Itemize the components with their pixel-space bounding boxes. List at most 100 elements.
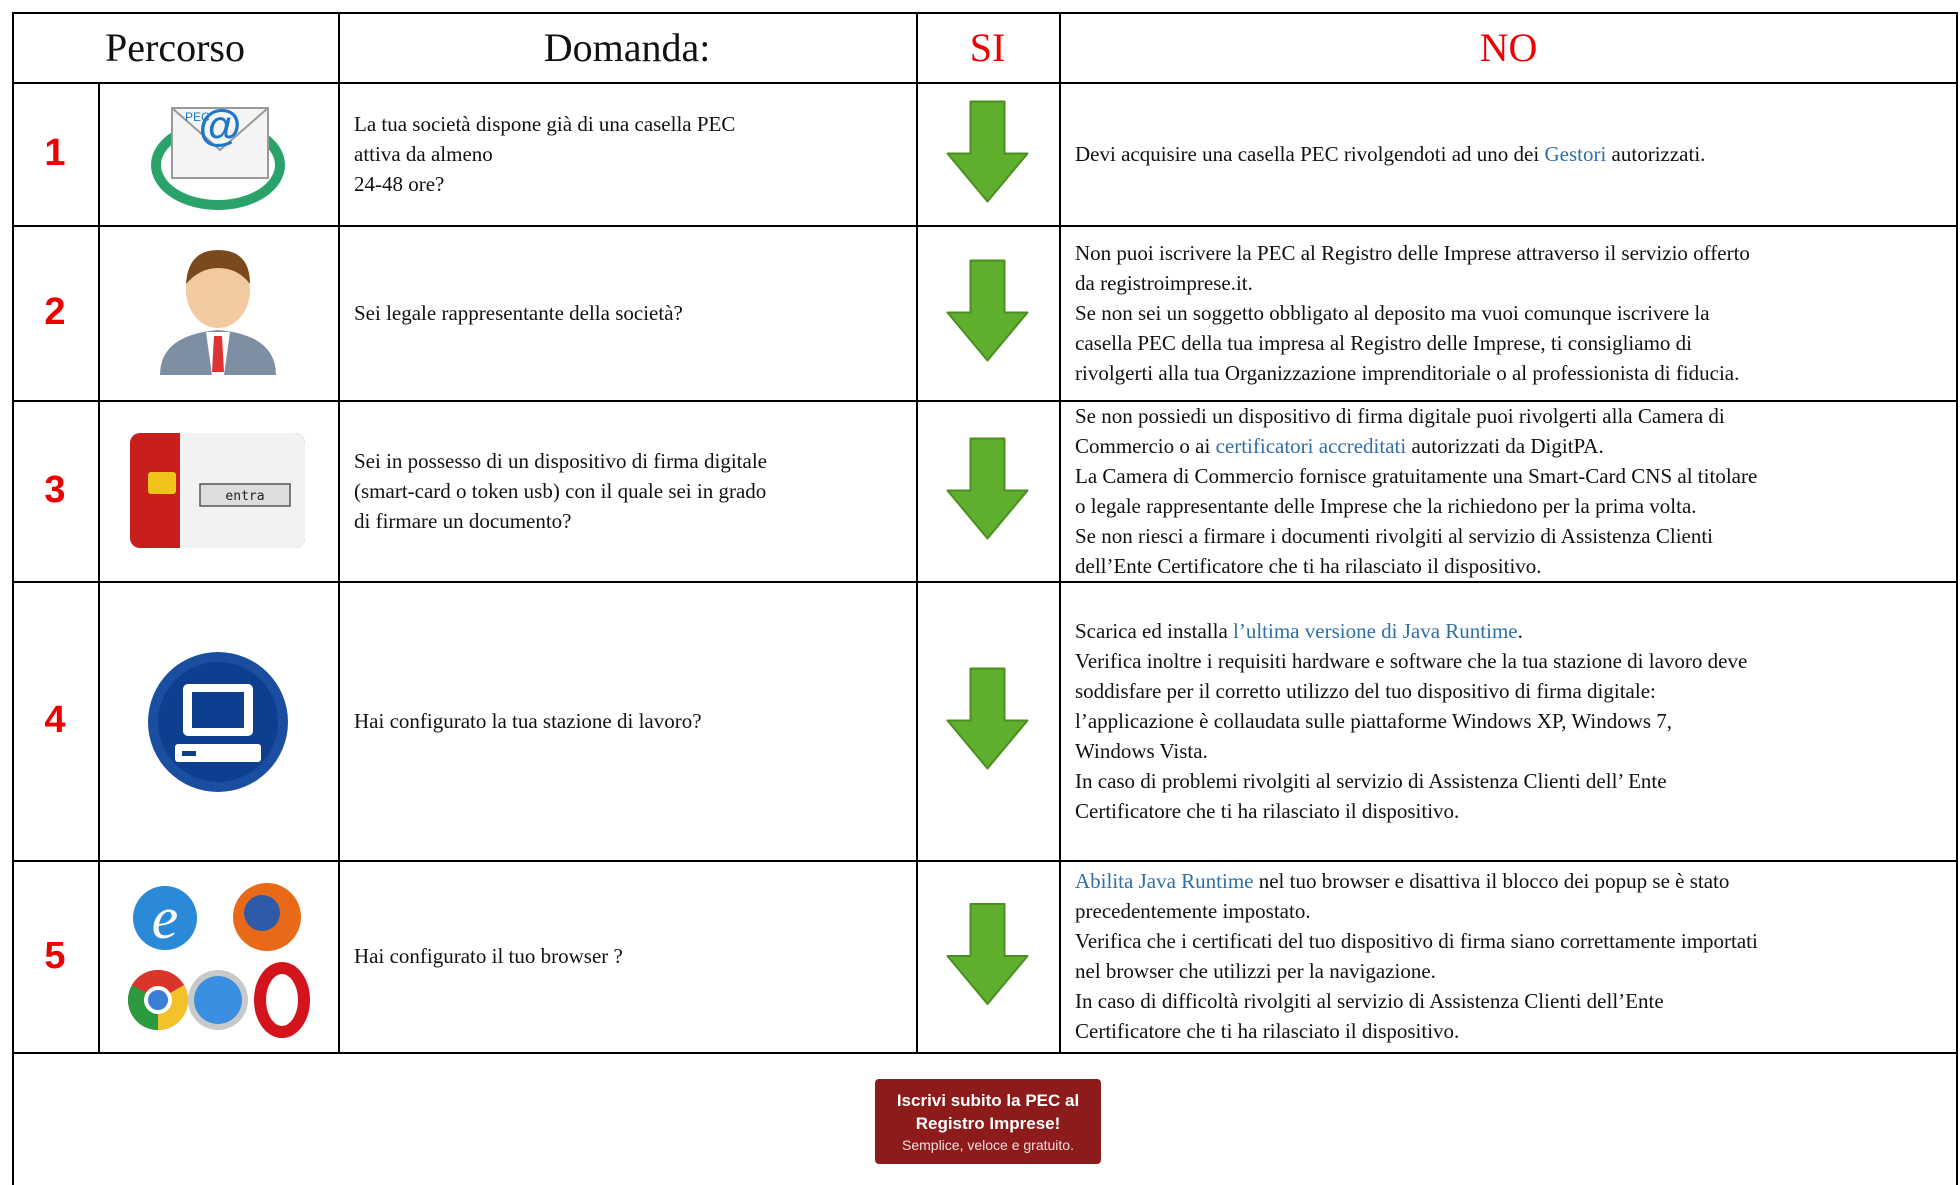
link[interactable]: certificatori accreditati [1215, 433, 1407, 458]
answer-line: Certificatore che ti ha rilasciato il di… [1075, 796, 1958, 826]
question-line: Sei in possesso di un dispositivo di fir… [354, 448, 767, 473]
question: La tua società dispone già di una casell… [338, 82, 916, 225]
border [12, 1052, 1958, 1054]
answer-line: Commercio o ai certificatori accreditati… [1075, 431, 1958, 461]
answer-text: autorizzati. [1606, 141, 1706, 166]
question-line: attiva da almeno [354, 141, 493, 166]
question: Sei legale rappresentante della società? [338, 225, 916, 400]
answer-line: soddisfare per il corretto utilizzo del … [1075, 676, 1958, 706]
answer-text: Windows Vista. [1075, 738, 1208, 763]
answer-text: Se non sei un soggetto obbligato al depo… [1075, 300, 1710, 325]
answer-line: dell’Ente Certificatore che ti ha rilasc… [1075, 551, 1958, 581]
answer-line: Se non possiedi un dispositivo di firma … [1075, 401, 1958, 431]
border [12, 400, 1958, 402]
answer-line: Windows Vista. [1075, 736, 1958, 766]
border [916, 12, 918, 1052]
answer-text: Se non riesci a firmare i documenti rivo… [1075, 523, 1714, 548]
border [12, 82, 1958, 84]
browsers-icon: e [127, 883, 310, 1038]
border [338, 12, 340, 1052]
row-number: 2 [12, 225, 98, 400]
answer-text: l’applicazione è collaudata sulle piatta… [1075, 708, 1673, 733]
border [1956, 12, 1958, 1185]
answer-line: rivolgerti alla tua Organizzazione impre… [1075, 358, 1958, 388]
button-line: Iscrivi subito la PEC al [896, 1090, 1080, 1110]
border [12, 581, 1958, 583]
answer-line: Se non riesci a firmare i documenti rivo… [1075, 521, 1958, 551]
number: 5 [44, 934, 66, 977]
number: 1 [44, 132, 66, 174]
answer-text: Se non possiedi un dispositivo di firma … [1075, 403, 1725, 428]
yes-arrow [946, 903, 1029, 1005]
number: 2 [44, 291, 66, 333]
border [98, 82, 100, 1052]
answer: Devi acquisire una casella PEC rivolgend… [1059, 82, 1958, 225]
answer-text: soddisfare per il corretto utilizzo del … [1075, 678, 1656, 703]
answer-line: l’applicazione è collaudata sulle piatta… [1075, 706, 1958, 736]
answer-text: . [1517, 618, 1523, 643]
answer-line: Non puoi iscrivere la PEC al Registro de… [1075, 238, 1958, 268]
answer-line: In caso di problemi rivolgiti al servizi… [1075, 766, 1958, 796]
answer-text: Scarica ed installa [1075, 618, 1234, 643]
answer-text: autorizzati da DigitPA. [1406, 433, 1604, 458]
header-cell: SI [969, 24, 1006, 70]
answer-text: Devi acquisire una casella PEC rivolgend… [1075, 141, 1545, 166]
yes-arrow [946, 259, 1029, 362]
question-line: (smart-card o token usb) con il quale se… [354, 478, 767, 503]
yes-arrow [946, 667, 1029, 770]
answer-text: Certificatore che ti ha rilasciato il di… [1075, 798, 1460, 823]
question-line: Hai configurato la tua stazione di lavor… [354, 708, 702, 733]
button-line: Registro Imprese! [915, 1113, 1061, 1133]
link[interactable]: Abilita Java Runtime [1075, 869, 1254, 893]
border [12, 12, 1958, 14]
row-number: 1 [12, 82, 98, 225]
answer-text: In caso di problemi rivolgiti al servizi… [1075, 768, 1667, 793]
answer-line: nel browser che utilizzi per la navigazi… [1075, 956, 1958, 986]
pec-at: @ [199, 101, 242, 150]
row-number: 3 [12, 400, 98, 581]
answer-line: da registroimprese.it. [1075, 268, 1958, 298]
link[interactable]: Gestori [1544, 141, 1607, 166]
answer-text: La Camera di Commercio fornisce gratuita… [1075, 463, 1758, 488]
answer-text: nel browser che utilizzi per la navigazi… [1075, 959, 1436, 983]
border [12, 860, 1958, 862]
answer-text: In caso di difficoltà rivolgiti al servi… [1075, 989, 1664, 1013]
pec-label: PEC [185, 110, 210, 124]
header-cell: Percorso [105, 24, 245, 70]
answer: Non puoi iscrivere la PEC al Registro de… [1059, 225, 1958, 400]
button-tagline: Semplice, veloce e gratuito. [902, 1136, 1074, 1153]
yes-arrow [946, 100, 1029, 203]
answer-line: o legale rappresentante delle Imprese ch… [1075, 491, 1958, 521]
computer-icon [148, 652, 288, 792]
question-line: Hai configurato il tuo browser ? [354, 944, 623, 968]
link[interactable]: l’ultima versione di Java Runtime [1233, 618, 1518, 643]
header-cell: NO [1479, 24, 1538, 70]
question: Hai configurato la tua stazione di lavor… [338, 581, 916, 860]
answer-line: precedentemente impostato. [1075, 896, 1958, 926]
yes-arrow [946, 437, 1029, 540]
answer-text: Certificatore che ti ha rilasciato il di… [1075, 1019, 1460, 1043]
svg-text:e: e [152, 885, 179, 951]
question-line: 24-48 ore? [354, 171, 445, 196]
question-line: Sei legale rappresentante della società? [354, 300, 683, 325]
answer-line: Verifica che i certificati del tuo dispo… [1075, 926, 1958, 956]
answer: Se non possiedi un dispositivo di firma … [1059, 400, 1958, 581]
answer-line: In caso di difficoltà rivolgiti al servi… [1075, 986, 1958, 1016]
answer-text: rivolgerti alla tua Organizzazione impre… [1075, 360, 1740, 385]
register-button[interactable]: Iscrivi subito la PEC al Registro Impres… [875, 1079, 1101, 1164]
answer-line: Devi acquisire una casella PEC rivolgend… [1075, 139, 1958, 169]
answer: Scarica ed installa l’ultima versione di… [1059, 581, 1958, 860]
answer-line: La Camera di Commercio fornisce gratuita… [1075, 461, 1958, 491]
answer: Abilita Java Runtime nel tuo browser e d… [1059, 860, 1958, 1052]
answer-text: o legale rappresentante delle Imprese ch… [1075, 493, 1697, 518]
answer-text: da registroimprese.it. [1075, 270, 1253, 295]
number: 4 [44, 699, 66, 741]
border [1059, 12, 1061, 1052]
user-icon [160, 250, 276, 375]
answer-text: nel tuo browser e disattiva il blocco de… [1253, 869, 1730, 893]
row-number: 4 [12, 581, 98, 860]
answer-text: Verifica inoltre i requisiti hardware e … [1075, 648, 1748, 673]
number: 3 [44, 469, 66, 511]
